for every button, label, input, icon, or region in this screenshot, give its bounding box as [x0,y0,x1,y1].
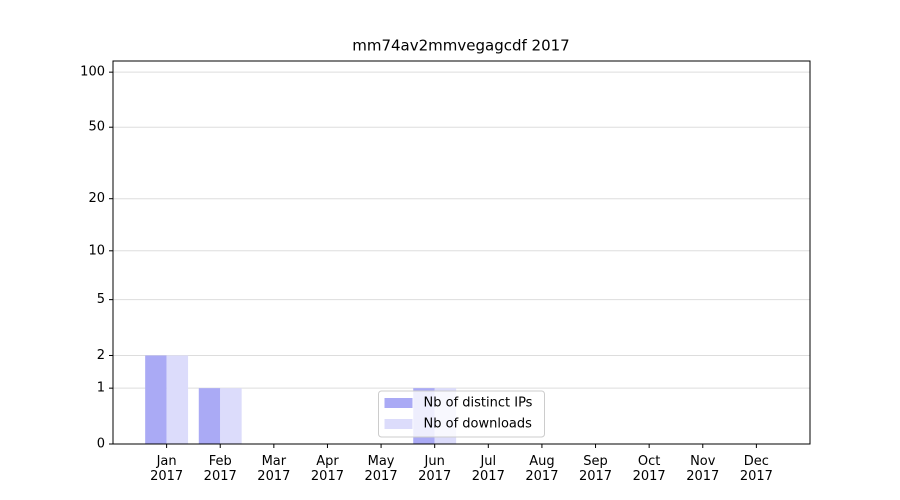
x-tick-label: Jul 2017 [471,454,505,484]
y-tick-label: 10 [88,243,105,258]
bar [220,388,242,444]
y-tick-label: 20 [88,191,105,206]
x-tick-label: Nov 2017 [686,454,720,484]
y-tick-label: 50 [88,120,105,135]
legend-swatch [384,398,413,408]
legend-swatch [384,419,413,429]
legend-label: Nb of downloads [424,417,533,432]
x-tick-label: May 2017 [364,454,398,484]
bar [166,355,189,444]
y-tick-label: 1 [97,381,105,396]
x-tick-label: Feb 2017 [203,454,237,484]
x-tick-label: Jun 2017 [418,454,452,484]
x-tick-label: Jan 2017 [150,454,184,484]
plot-frame [112,60,811,445]
legend-box [378,390,545,438]
bar [198,388,221,444]
y-tick-label: 0 [97,437,105,452]
x-tick-label: Dec 2017 [739,454,773,484]
x-tick-label: Mar 2017 [257,454,291,484]
y-tick-label: 5 [97,292,105,307]
x-tick-label: Aug 2017 [525,454,559,484]
y-tick-label: 100 [80,65,105,80]
x-tick-label: Sep 2017 [578,454,613,484]
x-tick-label: Apr 2017 [310,454,344,484]
chart-title: mm74av2mmvegagcdf 2017 [352,37,569,55]
bar [145,355,167,444]
x-tick-label: Oct 2017 [632,454,666,484]
y-tick-label: 2 [97,348,105,363]
legend-label: Nb of distinct IPs [424,396,533,411]
